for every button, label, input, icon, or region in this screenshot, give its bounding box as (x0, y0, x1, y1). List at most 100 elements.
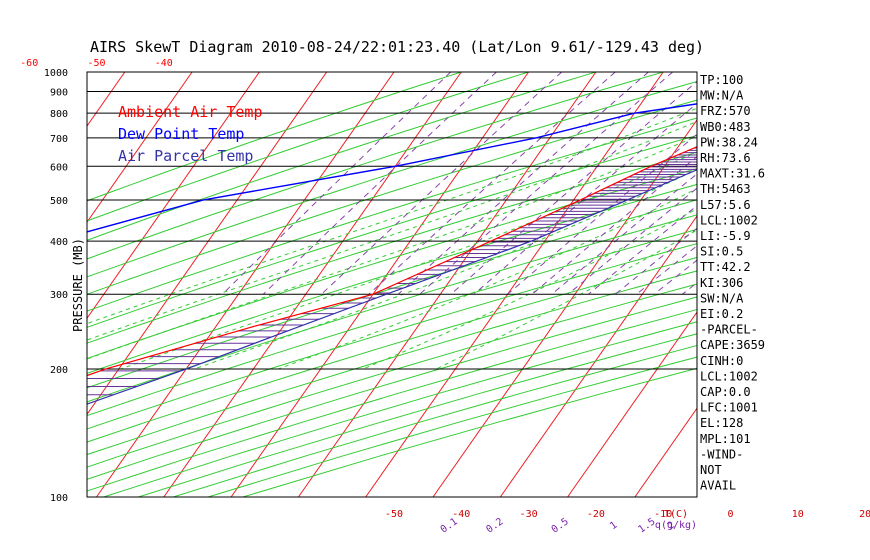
stat-line: PW:38.24 (700, 135, 758, 149)
ambient-temp-line (87, 146, 697, 377)
dry-adiabat-line (87, 308, 697, 492)
dry-adiabat-line (87, 99, 697, 295)
isotherm-line (87, 72, 260, 320)
dry-adiabat-line (138, 333, 697, 497)
dry-adiabat-line (87, 183, 697, 374)
top-temp-tick-label: -50 (87, 58, 105, 69)
stat-line: MPL:101 (700, 432, 751, 446)
pressure-tick-label: 100 (50, 493, 68, 504)
stat-line: SW:N/A (700, 291, 744, 305)
dry-adiabat-line (87, 134, 697, 328)
chart-title: AIRS SkewT Diagram 2010-08-24/22:01:23.4… (90, 38, 704, 56)
temp-unit-label: T(C) (664, 509, 688, 520)
isotherm-line (365, 72, 664, 497)
stat-line: MW:N/A (700, 89, 744, 103)
dry-adiabat-line (87, 199, 697, 389)
stat-line: CAP:0.0 (700, 385, 751, 399)
mixing-ratio-label: 1 (608, 520, 619, 532)
isotherm-line (770, 72, 870, 497)
mixing-ratio-unit-label: q(g/kg) (655, 520, 697, 531)
bottom-temp-tick-label: -50 (385, 509, 403, 520)
isotherm-line (230, 72, 530, 497)
pressure-tick-label: 600 (50, 162, 68, 173)
pressure-tick-label: 300 (50, 290, 68, 301)
stat-line: KI:306 (700, 276, 743, 290)
mixing-ratio-label: 0.2 (484, 516, 505, 535)
moist-adiabat-line (193, 168, 697, 370)
isotherm-line (837, 72, 870, 497)
stat-line: AVAIL (700, 479, 736, 493)
stat-line: SI:0.5 (700, 245, 743, 259)
mixing-ratio-line (419, 72, 674, 295)
pressure-tick-label: 200 (50, 365, 68, 376)
moist-adiabat-line (435, 229, 697, 370)
isotherm-line (567, 311, 697, 497)
stat-line: L57:5.6 (700, 198, 751, 212)
stat-line: TT:42.2 (700, 260, 751, 274)
isotherm-line (96, 72, 395, 497)
mixing-ratio-line (262, 72, 497, 295)
dry-adiabat-line (87, 117, 697, 312)
dry-adiabat-line (103, 321, 697, 497)
mixing-ratio-line (636, 245, 697, 295)
pressure-tick-label: 500 (50, 196, 68, 207)
pressure-tick-label: 700 (50, 134, 68, 145)
plot-frame (86, 71, 698, 498)
stat-line: EL:128 (700, 416, 743, 430)
dry-adiabat-line (87, 72, 529, 222)
dry-adiabat-line (87, 81, 697, 278)
dry-adiabat-line (242, 367, 697, 497)
bottom-temp-tick-label: -10 (654, 509, 672, 520)
pressure-tick-label: 900 (50, 87, 68, 98)
stat-line: LCL:1002 (700, 369, 758, 383)
mixing-ratio-line (551, 173, 697, 295)
mixing-ratio-line (368, 72, 616, 295)
bottom-temp-tick-label: -20 (587, 509, 605, 520)
dry-adiabat-line (87, 256, 697, 443)
stat-line: LFC:1001 (700, 401, 758, 415)
isotherm-line (432, 118, 697, 497)
stat-line: CINH:0 (700, 354, 743, 368)
isotherm-line (87, 72, 328, 416)
bottom-temp-tick-label: -30 (520, 509, 538, 520)
stat-line: RH:73.6 (700, 151, 751, 165)
legend-item-parcel: Air Parcel Temp (118, 147, 253, 165)
mixing-ratio-line (473, 102, 697, 295)
stat-line: MAXT:31.6 (700, 167, 765, 181)
dry-adiabat-line (87, 228, 697, 417)
pressure-tick-label: 800 (50, 109, 68, 120)
dry-adiabat-line (87, 296, 697, 480)
top-temp-tick-label: -40 (155, 58, 173, 69)
stat-line: NOT (700, 463, 722, 477)
dry-adiabat-line (87, 283, 697, 468)
dry-adiabat-line (87, 270, 697, 456)
mixing-ratio-line (397, 72, 649, 295)
mixing-ratio-label: 0.5 (550, 516, 571, 535)
pressure-tick-label: 400 (50, 237, 68, 248)
mixing-ratio-line (321, 72, 563, 295)
dry-adiabat-line (173, 344, 697, 497)
isotherm-line (634, 407, 697, 497)
stat-line: CAPE:3659 (700, 338, 765, 352)
parcel-temp-line (87, 169, 697, 405)
dry-adiabat-line (87, 151, 697, 344)
stat-line: WB0:483 (700, 120, 751, 134)
bottom-temp-tick-label: 10 (792, 509, 804, 520)
bottom-temp-tick-label: 0 (727, 509, 733, 520)
isotherm-line (87, 72, 193, 224)
moist-adiabat-line (362, 208, 697, 370)
stat-line: TP:100 (700, 73, 743, 87)
dry-adiabat-line (87, 72, 462, 202)
stat-line: LI:-5.9 (700, 229, 751, 243)
legend-item-ambient: Ambient Air Temp (118, 103, 263, 121)
dry-adiabat-line (87, 72, 597, 241)
stat-line: -PARCEL- (700, 323, 758, 337)
stat-line: EI:0.2 (700, 307, 743, 321)
mixing-ratio-line (531, 155, 697, 295)
stat-line: -WIND- (700, 447, 743, 461)
pressure-tick-label: 1000 (44, 68, 68, 79)
stat-line: TH:5463 (700, 182, 751, 196)
isotherm-line (297, 72, 597, 497)
